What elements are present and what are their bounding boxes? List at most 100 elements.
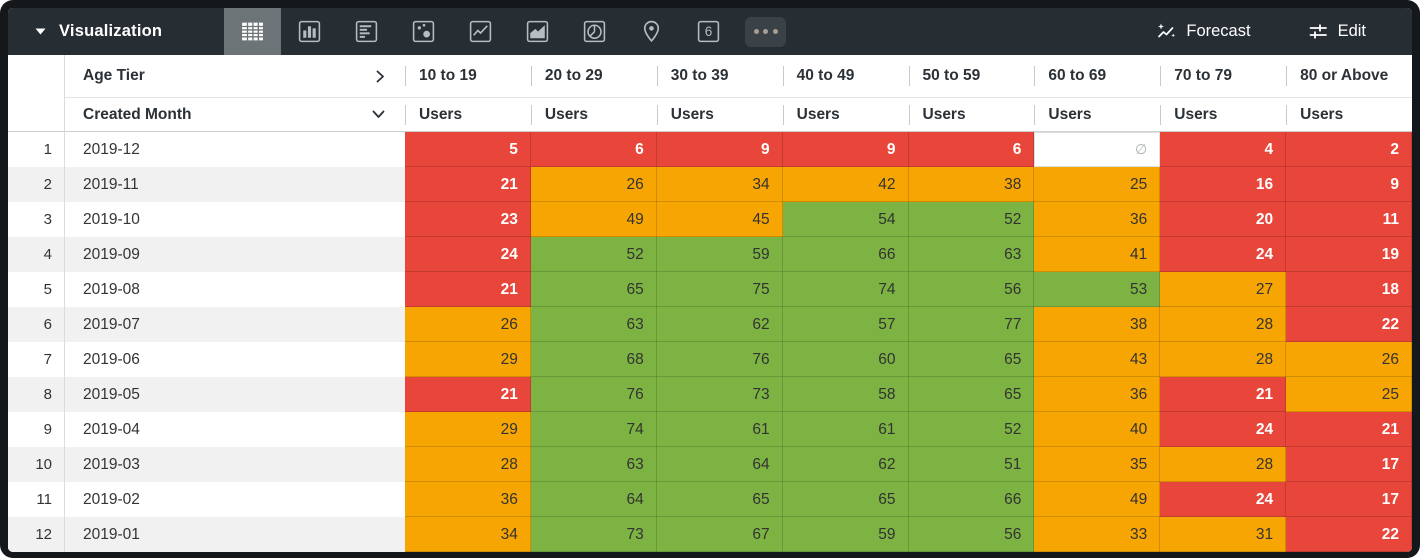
measure-header[interactable]: Users [405, 98, 531, 132]
data-cell[interactable]: 63 [530, 307, 657, 342]
row-dimension-value[interactable]: 2019-08 [83, 280, 140, 298]
data-cell[interactable]: 22 [1286, 307, 1412, 342]
data-cell[interactable]: 51 [908, 447, 1035, 482]
data-cell[interactable]: 36 [1034, 202, 1161, 237]
viz-type-area-chart[interactable] [509, 8, 566, 55]
data-cell[interactable]: 2 [1286, 132, 1412, 167]
data-cell[interactable]: 38 [908, 167, 1035, 202]
data-cell[interactable]: 64 [656, 447, 783, 482]
viz-type-more[interactable] [737, 8, 794, 55]
data-cell[interactable]: 24 [1160, 412, 1287, 447]
data-cell[interactable]: 21 [405, 167, 531, 202]
viz-type-line-chart[interactable] [452, 8, 509, 55]
data-cell[interactable]: 65 [908, 377, 1035, 412]
row-dimension-value[interactable]: 2019-12 [83, 140, 140, 158]
data-cell[interactable]: 56 [908, 272, 1035, 307]
data-cell[interactable]: 36 [1034, 377, 1161, 412]
data-cell[interactable]: 68 [530, 342, 657, 377]
pivot-value-header[interactable]: 60 to 69 [1034, 55, 1161, 98]
data-cell[interactable]: 75 [656, 272, 783, 307]
data-cell[interactable]: 16 [1160, 167, 1287, 202]
row-dimension-value[interactable]: 2019-03 [65, 447, 405, 482]
data-cell[interactable]: 61 [782, 412, 909, 447]
measure-header[interactable]: Users [1034, 98, 1161, 132]
viz-type-single-value[interactable]: 6 [680, 8, 737, 55]
data-cell[interactable]: 56 [908, 517, 1035, 552]
data-cell[interactable]: 76 [656, 342, 783, 377]
data-cell[interactable]: 26 [1286, 342, 1412, 377]
data-cell[interactable]: 5 [405, 132, 531, 167]
forecast-button[interactable]: Forecast [1157, 22, 1251, 41]
data-cell[interactable]: 60 [782, 342, 909, 377]
data-cell[interactable]: 49 [1034, 482, 1161, 517]
data-cell[interactable]: 65 [908, 342, 1035, 377]
data-cell[interactable]: 24 [405, 237, 531, 272]
data-cell[interactable]: 21 [1160, 377, 1287, 412]
viz-type-column-chart[interactable] [281, 8, 338, 55]
pivot-value-header[interactable]: 20 to 29 [530, 55, 657, 98]
data-cell[interactable]: 64 [530, 482, 657, 517]
data-cell[interactable]: 62 [656, 307, 783, 342]
viz-type-map[interactable] [623, 8, 680, 55]
measure-header[interactable]: Users [530, 98, 657, 132]
measure-header[interactable]: Users [782, 98, 909, 132]
data-cell[interactable]: 59 [782, 517, 909, 552]
data-cell[interactable]: 28 [1160, 447, 1287, 482]
row-dimension-value[interactable]: 2019-10 [83, 210, 140, 228]
data-cell[interactable]: 73 [656, 377, 783, 412]
data-cell[interactable]: 74 [782, 272, 909, 307]
data-cell[interactable]: 54 [782, 202, 909, 237]
data-cell[interactable]: 49 [530, 202, 657, 237]
data-cell[interactable]: 25 [1034, 167, 1161, 202]
row-dimension-value[interactable]: 2019-01 [65, 517, 405, 552]
data-cell[interactable]: 24 [1160, 237, 1287, 272]
visualization-section-toggle[interactable]: Visualization [8, 8, 224, 55]
data-cell[interactable]: 28 [405, 447, 531, 482]
data-cell[interactable]: 41 [1034, 237, 1161, 272]
measure-header[interactable]: Users [1160, 98, 1287, 132]
data-cell[interactable]: 28 [1160, 307, 1287, 342]
data-cell[interactable]: 65 [656, 482, 783, 517]
edit-button[interactable]: Edit [1309, 22, 1366, 41]
data-cell[interactable]: 77 [908, 307, 1035, 342]
data-cell[interactable]: 17 [1286, 447, 1412, 482]
data-cell[interactable]: 11 [1286, 202, 1412, 237]
data-cell[interactable]: 66 [782, 237, 909, 272]
data-cell[interactable]: 29 [405, 412, 531, 447]
data-cell[interactable]: 43 [1034, 342, 1161, 377]
row-dimension-value[interactable]: 2019-06 [83, 350, 140, 368]
data-cell[interactable]: 6 [530, 132, 657, 167]
pivot-value-header[interactable]: 40 to 49 [782, 55, 909, 98]
data-cell[interactable]: 17 [1286, 482, 1412, 517]
data-cell[interactable]: 21 [1286, 412, 1412, 447]
pivot-value-header[interactable]: 70 to 79 [1160, 55, 1287, 98]
data-cell[interactable]: 67 [656, 517, 783, 552]
data-cell[interactable]: 45 [656, 202, 783, 237]
data-cell[interactable]: 21 [405, 272, 531, 307]
data-cell[interactable]: 6 [908, 132, 1035, 167]
measure-header[interactable]: Users [1286, 98, 1412, 132]
data-cell[interactable]: 22 [1286, 517, 1412, 552]
data-cell[interactable]: 59 [656, 237, 783, 272]
data-cell[interactable]: 23 [405, 202, 531, 237]
viz-type-table[interactable] [224, 8, 281, 55]
data-cell[interactable]: 63 [530, 447, 657, 482]
row-dimension-value[interactable]: 2019-07 [65, 307, 405, 342]
data-cell[interactable]: 26 [405, 307, 531, 342]
data-cell[interactable]: 9 [782, 132, 909, 167]
data-cell[interactable]: 34 [405, 517, 531, 552]
data-cell[interactable]: 29 [405, 342, 531, 377]
data-cell[interactable]: 36 [405, 482, 531, 517]
data-cell[interactable]: 53 [1034, 272, 1161, 307]
data-cell[interactable]: 9 [1286, 167, 1412, 202]
data-cell[interactable]: 57 [782, 307, 909, 342]
pivot-value-header[interactable]: 50 to 59 [908, 55, 1035, 98]
data-cell[interactable]: 26 [530, 167, 657, 202]
data-cell[interactable]: 73 [530, 517, 657, 552]
data-cell[interactable]: 74 [530, 412, 657, 447]
data-cell[interactable]: 63 [908, 237, 1035, 272]
data-cell[interactable]: 65 [530, 272, 657, 307]
pivot-field-header[interactable]: Age Tier [65, 55, 405, 98]
viz-type-pie-chart[interactable] [566, 8, 623, 55]
data-cell[interactable]: 24 [1160, 482, 1287, 517]
